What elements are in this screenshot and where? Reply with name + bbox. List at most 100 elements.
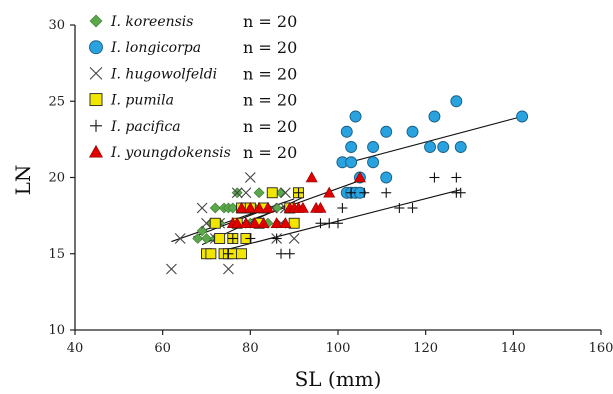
y-tick-label: 10	[48, 323, 65, 338]
data-point	[192, 233, 204, 244]
legend-marker	[89, 67, 103, 80]
data-point	[196, 225, 208, 237]
data-point	[231, 217, 244, 228]
data-point	[333, 218, 343, 229]
data-point	[367, 156, 380, 169]
data-point	[174, 233, 186, 244]
data-point	[236, 248, 248, 260]
data-point	[296, 201, 309, 213]
legend-label: I. youngdokensis	[110, 145, 231, 161]
data-point	[257, 217, 270, 228]
data-point	[345, 141, 358, 153]
data-point	[280, 187, 291, 199]
data-point	[380, 171, 393, 184]
data-point	[223, 248, 234, 259]
data-point	[244, 201, 257, 213]
data-point	[209, 217, 221, 229]
data-point	[516, 110, 529, 123]
legend-n-label: n = 20	[243, 117, 297, 136]
data-point	[451, 172, 462, 183]
x-tick-label: 60	[154, 341, 171, 356]
legend-label: I. koreensis	[110, 14, 193, 30]
data-point	[315, 218, 326, 229]
data-point	[407, 203, 418, 213]
data-point	[406, 125, 419, 138]
data-point	[253, 187, 265, 199]
legend-n-label: n = 20	[243, 143, 297, 162]
data-point	[340, 125, 353, 138]
legend-marker	[90, 119, 102, 132]
data-point	[349, 110, 362, 123]
data-point	[196, 202, 208, 214]
data-point	[240, 187, 252, 199]
x-tick-label: 140	[501, 341, 526, 356]
legend-label: I. pumila	[110, 93, 174, 109]
data-point	[244, 172, 256, 183]
data-point	[424, 141, 436, 153]
data-point	[235, 201, 248, 213]
data-point	[270, 217, 283, 228]
data-point	[266, 187, 278, 199]
legend-marker	[89, 93, 103, 107]
legend-marker	[88, 144, 104, 158]
legend-marker	[89, 40, 103, 55]
data-point	[245, 233, 256, 244]
data-point	[231, 187, 243, 199]
trend-line	[228, 189, 461, 250]
data-point	[239, 217, 252, 228]
y-tick-label: 30	[48, 18, 65, 33]
y-tick-label: 15	[48, 247, 65, 262]
y-tick-label: 20	[48, 171, 65, 186]
data-point	[284, 248, 295, 259]
data-point	[428, 110, 441, 123]
data-point	[346, 187, 357, 198]
x-tick-label: 120	[413, 341, 438, 356]
data-point	[209, 202, 221, 214]
data-point	[293, 187, 304, 198]
legend: I. koreensis n = 20 I. longicorpa n = 20 I. …	[88, 12, 297, 162]
x-tick-label: 100	[326, 341, 351, 356]
data-point	[429, 172, 440, 183]
data-point	[455, 187, 466, 198]
data-point	[380, 125, 393, 138]
x-tick-label: 160	[589, 341, 613, 356]
data-point	[205, 248, 217, 260]
data-point	[227, 233, 238, 244]
y-axis-title: LN	[11, 165, 35, 196]
data-point	[437, 141, 450, 153]
data-point	[279, 217, 292, 228]
legend-marker	[89, 14, 103, 28]
data-point	[353, 171, 366, 183]
data-point	[450, 95, 463, 108]
data-point	[271, 233, 282, 244]
data-point	[253, 201, 266, 213]
legend-label: I. hugowolfeldi	[110, 66, 217, 82]
legend-label: I. pacifica	[110, 119, 181, 135]
ticks: 40 60 80 100 120 140 160 10 15 20 25 30	[48, 18, 613, 356]
data-point	[201, 233, 212, 244]
data-point	[214, 233, 226, 244]
data-points	[166, 95, 529, 275]
data-point	[345, 156, 358, 169]
x-tick-label: 40	[67, 341, 84, 356]
data-point	[454, 141, 467, 153]
x-axis-title: SL (mm)	[295, 367, 382, 391]
data-point	[381, 187, 392, 198]
legend-n-label: n = 20	[243, 64, 297, 83]
legend-n-label: n = 20	[243, 38, 297, 57]
data-point	[323, 186, 336, 198]
data-point	[359, 187, 370, 198]
data-point	[367, 141, 380, 153]
data-point	[337, 203, 348, 213]
data-point	[276, 248, 287, 259]
y-tick-label: 25	[48, 94, 65, 109]
data-point	[305, 171, 318, 183]
trend-line	[337, 115, 523, 166]
x-tick-label: 80	[242, 341, 259, 356]
data-point	[248, 217, 261, 228]
data-point	[288, 217, 300, 229]
data-point	[288, 233, 300, 244]
legend-n-label: n = 20	[243, 91, 297, 110]
data-point	[223, 263, 234, 275]
